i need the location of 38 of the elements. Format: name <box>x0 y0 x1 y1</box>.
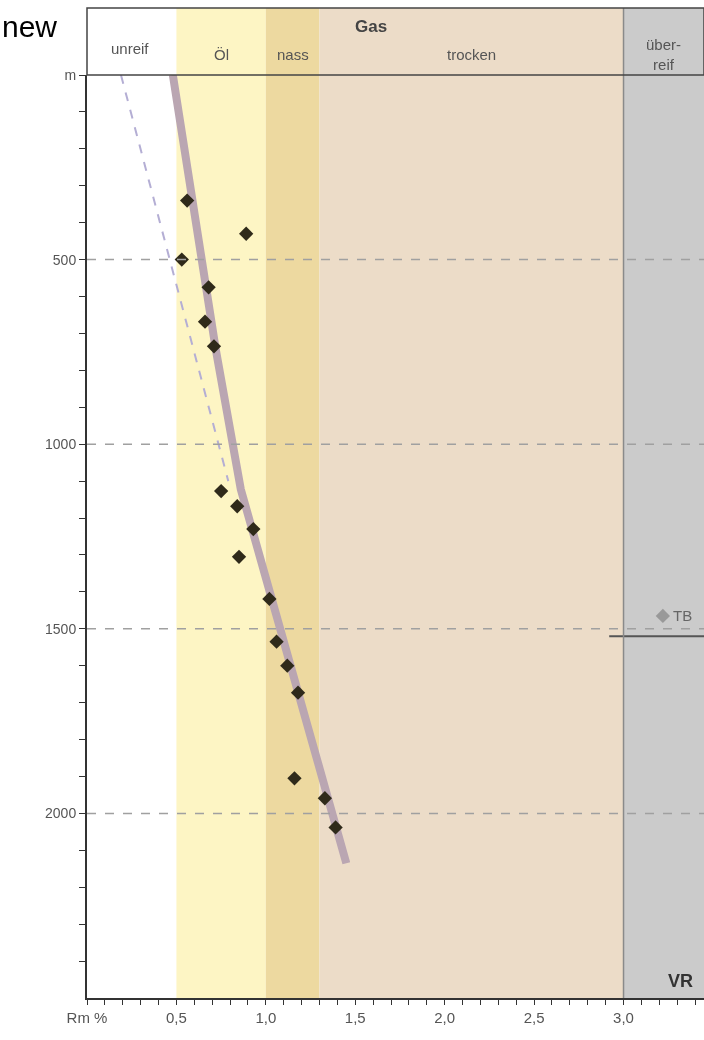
point <box>328 820 343 835</box>
text: unreif <box>111 40 150 57</box>
x-tick-label: 1,0 <box>255 1009 277 1026</box>
point <box>655 608 671 624</box>
x-tick-label: 3,0 <box>613 1009 634 1026</box>
point <box>180 193 195 208</box>
band-label: über- reif <box>646 36 682 73</box>
band-label: Öl <box>214 46 229 63</box>
x-tick-label: Rm % <box>66 1009 108 1026</box>
y-tick-label: 2000 <box>45 805 77 822</box>
text: new <box>2 10 58 43</box>
point <box>197 314 213 329</box>
y-tick-label: 500 <box>52 251 77 268</box>
point <box>230 499 245 514</box>
band-label: trocken <box>447 46 497 63</box>
y-tick-label: 1500 <box>45 620 77 637</box>
y-tick-label: 1000 <box>45 436 77 453</box>
point <box>280 658 295 673</box>
point <box>262 591 277 607</box>
point <box>269 634 284 649</box>
point <box>290 685 306 700</box>
point <box>201 280 216 295</box>
point <box>239 226 254 241</box>
point <box>246 521 261 537</box>
band-label: nass <box>277 46 309 63</box>
point <box>213 483 229 499</box>
annotation: TB <box>673 607 693 624</box>
text: Gas <box>355 17 388 36</box>
annotation: VR <box>668 971 694 991</box>
x-tick-label: 2,5 <box>523 1009 545 1026</box>
point <box>231 549 247 564</box>
x-tick-label: 2,0 <box>434 1009 456 1026</box>
point <box>317 791 333 806</box>
point <box>206 339 222 354</box>
x-tick-label: 1,5 <box>344 1009 366 1026</box>
y-tick-label: m <box>64 66 77 83</box>
x-tick-label: 0,5 <box>165 1009 187 1026</box>
point <box>287 771 302 786</box>
